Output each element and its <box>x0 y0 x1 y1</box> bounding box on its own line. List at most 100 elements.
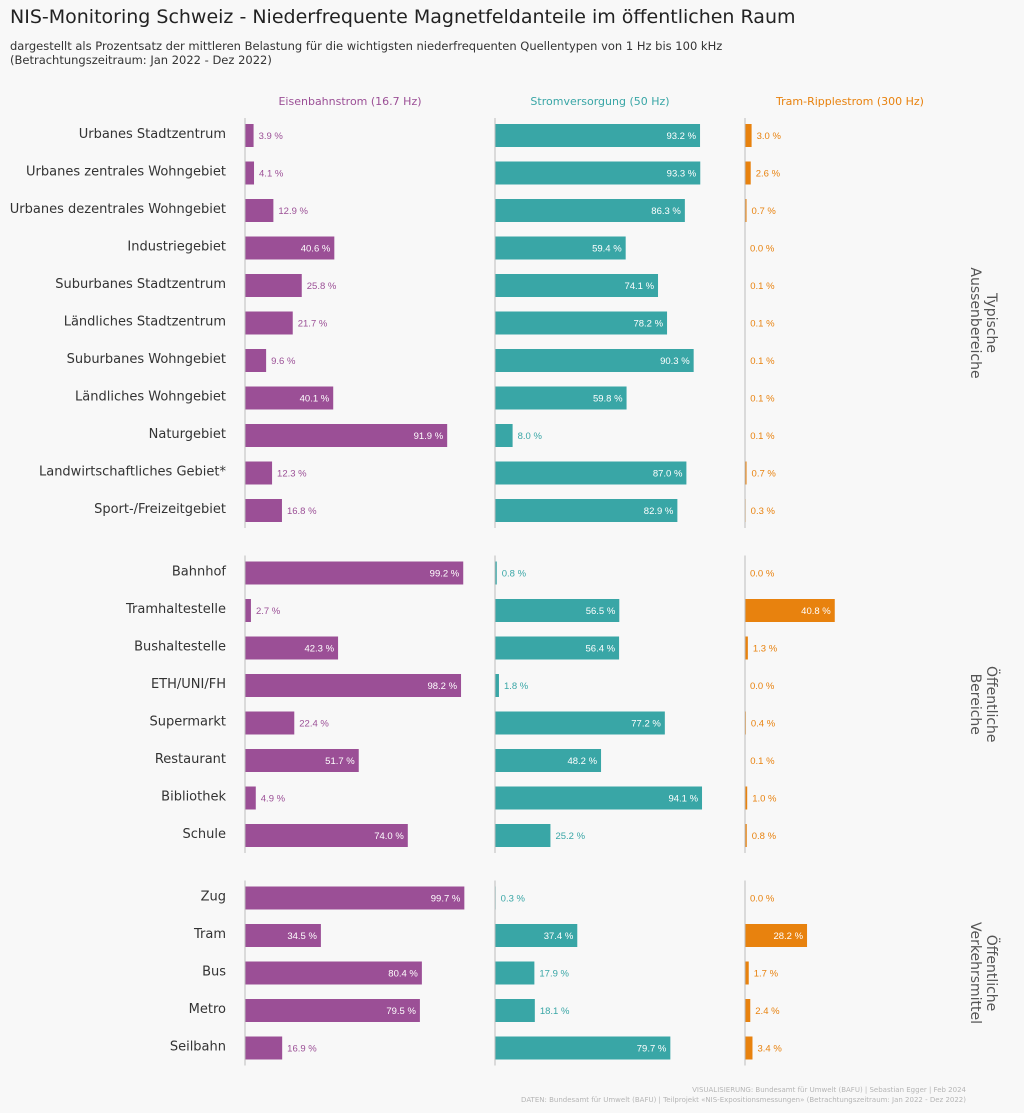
bar-eisenbahn <box>245 461 273 485</box>
bar-strom <box>495 636 620 660</box>
data-label-eisenbahn: 22.4 % <box>299 719 329 730</box>
data-label-eisenbahn: 42.3 % <box>304 644 334 655</box>
group-label-line: Typische <box>983 292 999 353</box>
category-label: Zug <box>201 890 226 905</box>
bar-eisenbahn <box>245 999 420 1022</box>
bar-eisenbahn <box>245 599 251 622</box>
data-label-strom: 79.7 % <box>637 1044 667 1055</box>
bar-strom <box>495 161 701 185</box>
bar-eisenbahn <box>245 199 274 222</box>
bar-eisenbahn <box>245 749 359 772</box>
bar-tram <box>745 199 747 222</box>
data-label-strom: 86.3 % <box>651 206 681 217</box>
category-label: Bus <box>202 965 226 980</box>
bar-strom <box>495 561 497 585</box>
data-label-strom: 93.2 % <box>666 131 696 142</box>
category-label: Seilbahn <box>170 1040 226 1055</box>
data-label-strom: 48.2 % <box>567 756 597 767</box>
bar-strom <box>495 461 687 485</box>
bar-strom <box>495 961 535 985</box>
data-label-tram: 28.2 % <box>773 931 803 942</box>
group-label-line: Öffentliche <box>983 935 1001 1012</box>
bar-tram <box>745 636 748 660</box>
data-label-strom: 74.1 % <box>624 281 654 292</box>
data-label-eisenbahn: 21.7 % <box>298 319 328 330</box>
bar-tram <box>745 124 752 147</box>
data-label-eisenbahn: 51.7 % <box>325 756 355 767</box>
category-label: Urbanes Stadtzentrum <box>79 127 226 142</box>
bar-eisenbahn <box>245 824 408 847</box>
data-label-eisenbahn: 34.5 % <box>287 931 317 942</box>
bar-strom <box>495 711 665 735</box>
data-label-tram: 1.3 % <box>753 644 778 655</box>
data-label-tram: 40.8 % <box>801 606 831 617</box>
group-label-line: Bereiche <box>967 674 983 735</box>
data-label-eisenbahn: 79.5 % <box>386 1006 416 1017</box>
data-label-strom: 59.4 % <box>592 244 622 255</box>
bar-eisenbahn <box>245 961 422 985</box>
bar-eisenbahn <box>245 786 256 810</box>
bar-tram <box>745 461 747 485</box>
data-label-strom: 94.1 % <box>668 794 698 805</box>
bar-eisenbahn <box>245 124 254 147</box>
data-label-strom: 82.9 % <box>644 506 674 517</box>
data-label-strom: 56.4 % <box>586 644 616 655</box>
data-label-tram: 0.7 % <box>752 469 777 480</box>
category-label: Landwirtschaftliches Gebiet* <box>39 465 227 480</box>
category-label: Suburbanes Wohngebiet <box>67 352 226 367</box>
chart-period: (Betrachtungszeitraum: Jan 2022 - Dez 20… <box>10 53 272 67</box>
data-label-eisenbahn: 91.9 % <box>414 431 444 442</box>
data-label-tram: 0.1 % <box>750 394 775 405</box>
group-label: ÖffentlicheVerkehrsmittel <box>967 922 1001 1024</box>
bar-tram <box>745 824 747 847</box>
bar-eisenbahn <box>245 636 339 660</box>
data-label-tram: 0.1 % <box>750 431 775 442</box>
group-label-line: Aussenbereiche <box>967 267 983 378</box>
bar-tram <box>745 161 751 185</box>
group-label-line: Öffentliche <box>983 666 1001 743</box>
category-label: Bibliothek <box>161 790 226 805</box>
data-label-strom: 59.8 % <box>593 394 623 405</box>
data-label-strom: 0.3 % <box>501 894 526 905</box>
data-label-eisenbahn: 4.1 % <box>259 169 284 180</box>
data-label-eisenbahn: 98.2 % <box>427 681 457 692</box>
data-label-strom: 90.3 % <box>660 356 690 367</box>
bar-strom <box>495 1036 671 1060</box>
data-label-tram: 3.4 % <box>757 1044 782 1055</box>
data-label-tram: 0.3 % <box>751 506 776 517</box>
data-label-tram: 0.0 % <box>750 681 775 692</box>
category-label: Sport-/Freizeitgebiet <box>94 502 226 517</box>
category-label: Naturgebiet <box>149 427 226 442</box>
category-label: Tram <box>193 927 226 942</box>
data-label-eisenbahn: 74.0 % <box>374 831 404 842</box>
data-label-strom: 77.2 % <box>631 719 661 730</box>
data-label-strom: 25.2 % <box>555 831 585 842</box>
bar-strom <box>495 824 551 847</box>
chart-subtitle: dargestellt als Prozentsatz der mittlere… <box>10 39 723 53</box>
data-label-tram: 0.1 % <box>750 356 775 367</box>
data-label-tram: 0.0 % <box>750 569 775 580</box>
data-label-eisenbahn: 12.3 % <box>277 469 307 480</box>
data-label-strom: 37.4 % <box>544 931 574 942</box>
category-label: Ländliches Wohngebiet <box>75 390 226 405</box>
data-label-strom: 0.8 % <box>502 569 527 580</box>
data-label-tram: 3.0 % <box>757 131 782 142</box>
category-label: Bahnhof <box>172 565 227 580</box>
category-label: ETH/UNI/FH <box>151 677 226 692</box>
series-header-tram: Tram-Ripplestrom (300 Hz) <box>775 95 924 108</box>
data-label-tram: 0.4 % <box>751 719 776 730</box>
data-label-strom: 17.9 % <box>539 969 569 980</box>
data-label-strom: 87.0 % <box>653 469 683 480</box>
data-label-eisenbahn: 2.7 % <box>256 606 281 617</box>
data-label-strom: 93.3 % <box>667 169 697 180</box>
data-label-tram: 1.7 % <box>754 969 779 980</box>
bar-strom <box>495 386 627 410</box>
category-label: Industriegebiet <box>127 240 226 255</box>
data-label-strom: 78.2 % <box>633 319 663 330</box>
category-label: Restaurant <box>155 752 226 767</box>
data-label-tram: 0.0 % <box>750 894 775 905</box>
data-label-tram: 0.1 % <box>750 756 775 767</box>
data-label-eisenbahn: 9.6 % <box>271 356 296 367</box>
category-label: Urbanes dezentrales Wohngebiet <box>10 202 226 217</box>
